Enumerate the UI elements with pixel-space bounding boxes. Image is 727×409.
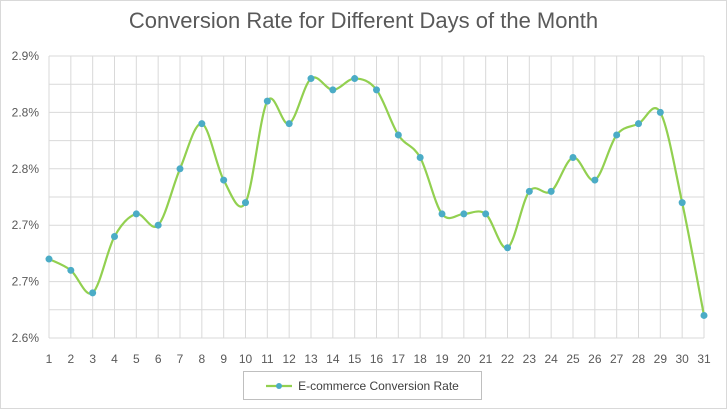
data-point: [111, 232, 118, 240]
y-tick-label: 2.9%: [12, 49, 40, 63]
data-point: [569, 154, 577, 162]
data-point: [438, 210, 446, 218]
x-tick-label: 16: [370, 352, 384, 366]
data-point: [482, 210, 490, 218]
x-tick-label: 14: [326, 352, 340, 366]
data-point: [373, 86, 380, 94]
data-point: [154, 221, 162, 229]
data-point: [635, 120, 642, 128]
data-point: [700, 311, 708, 319]
data-point: [678, 199, 686, 207]
x-tick-label: 15: [348, 352, 362, 366]
x-tick-label: 10: [239, 352, 253, 366]
x-tick-label: 26: [588, 352, 602, 366]
x-tick-label: 21: [479, 352, 493, 366]
data-point: [351, 75, 359, 83]
data-point: [220, 176, 228, 184]
x-tick-label: 27: [610, 352, 624, 366]
x-tick-label: 29: [654, 352, 668, 366]
x-tick-label: 22: [501, 352, 515, 366]
legend: E-commerce Conversion Rate: [243, 371, 482, 400]
data-point: [132, 210, 140, 218]
y-tick-label: 2.8%: [12, 105, 40, 119]
x-tick-label: 9: [220, 352, 227, 366]
data-point: [504, 244, 511, 252]
x-tick-label: 11: [261, 352, 274, 366]
x-tick-label: 28: [632, 352, 646, 366]
data-point: [307, 75, 315, 83]
data-point: [242, 199, 249, 207]
data-point: [89, 289, 97, 297]
legend-marker-icon: [266, 382, 293, 389]
x-tick-label: 7: [177, 352, 184, 366]
legend-label: E-commerce Conversion Rate: [298, 378, 459, 393]
data-point: [416, 154, 424, 162]
x-tick-label: 1: [46, 352, 53, 366]
x-tick-label: 12: [282, 352, 296, 366]
data-point: [591, 176, 599, 184]
x-tick-label: 17: [392, 352, 406, 366]
x-tick-label: 4: [111, 352, 118, 366]
y-tick-label: 2.6%: [12, 331, 40, 345]
x-tick-label: 13: [304, 352, 318, 366]
x-tick-label: 20: [457, 352, 471, 366]
data-point: [198, 120, 206, 128]
x-tick-label: 8: [198, 352, 205, 366]
x-tick-label: 2: [67, 352, 74, 366]
chart-title: Conversion Rate for Different Days of th…: [128, 8, 599, 33]
data-point: [656, 108, 664, 116]
data-point: [460, 210, 468, 218]
x-tick-label: 25: [566, 352, 580, 366]
data-point: [329, 86, 337, 94]
data-point: [67, 266, 75, 274]
x-tick-label: 18: [413, 352, 427, 366]
data-point: [45, 255, 53, 263]
x-tick-label: 30: [675, 352, 689, 366]
x-tick-label: 5: [133, 352, 140, 366]
data-point: [176, 165, 184, 173]
x-tick-label: 3: [89, 352, 96, 366]
x-tick-label: 19: [435, 352, 449, 366]
x-tick-label: 31: [697, 352, 711, 366]
x-tick-label: 6: [155, 352, 162, 366]
x-tick-label: 24: [544, 352, 558, 366]
data-point: [547, 187, 555, 195]
data-point: [285, 120, 293, 128]
data-point: [525, 187, 533, 195]
y-tick-label: 2.7%: [12, 275, 40, 289]
data-point: [613, 131, 621, 139]
x-tick-label: 23: [523, 352, 537, 366]
y-tick-label: 2.7%: [12, 218, 40, 232]
data-point: [263, 97, 271, 105]
data-point: [394, 131, 402, 139]
y-tick-label: 2.8%: [12, 162, 40, 176]
